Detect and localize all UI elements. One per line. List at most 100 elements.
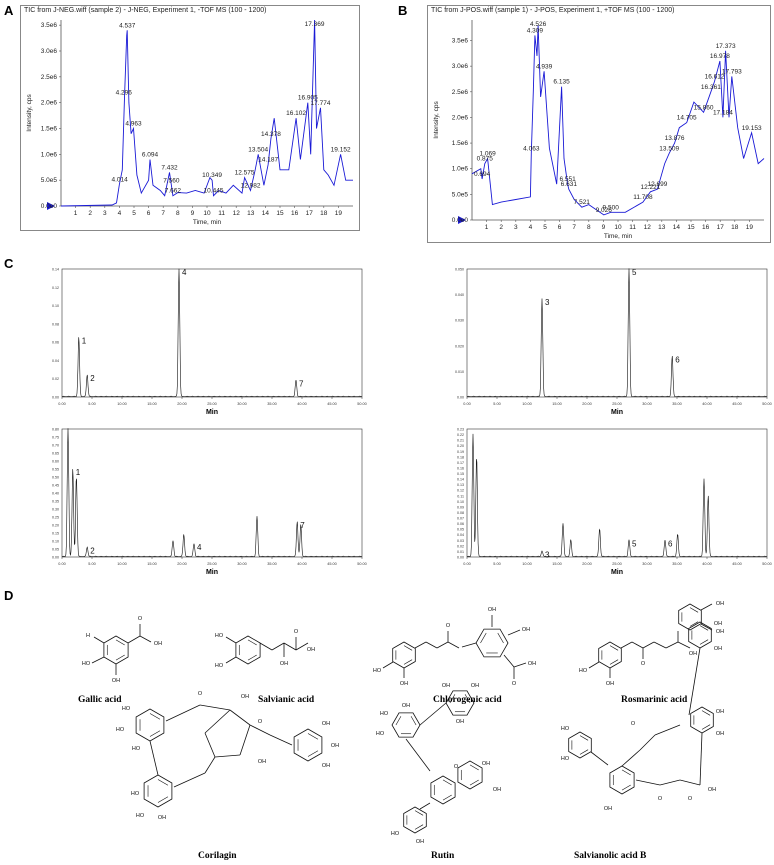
bond xyxy=(642,641,655,649)
x-tick-label: 9 xyxy=(191,210,195,217)
compound-name-salvianolic-acid-b: Salvianolic acid B xyxy=(574,851,647,861)
double-bond xyxy=(115,639,125,646)
x-tick-label: 30.00 xyxy=(642,562,652,566)
chromatogram-trace xyxy=(61,428,362,558)
x-tick-label: 14 xyxy=(673,224,681,231)
x-tick-label: 18 xyxy=(731,224,739,231)
double-bond xyxy=(307,750,319,757)
x-tick-label: 50.00 xyxy=(762,402,772,406)
double-bond xyxy=(701,724,711,730)
double-bond xyxy=(115,654,125,661)
peak-label: 16.905 xyxy=(298,95,318,102)
y-tick-label: 0.19 xyxy=(457,450,464,454)
atom-label: HO xyxy=(561,756,570,762)
atom-label: HO xyxy=(122,706,131,712)
atom-label: OH xyxy=(416,839,424,845)
panel-label-d: D xyxy=(4,588,14,603)
x-tick-label: 35.00 xyxy=(672,562,682,566)
rosmarinic-ring-2 xyxy=(678,603,702,631)
peak-label: 4.526 xyxy=(530,21,547,28)
bond xyxy=(503,654,515,668)
y-tick-label: 0.18 xyxy=(457,455,464,459)
bond xyxy=(173,772,206,788)
peak-label: 2 xyxy=(90,374,95,383)
bond xyxy=(165,704,201,722)
bond xyxy=(139,635,152,643)
atom-label: O xyxy=(641,661,646,667)
atom-label: H xyxy=(86,633,90,639)
x-tick-label: 6 xyxy=(558,224,562,231)
peak-label: 19.153 xyxy=(742,125,762,132)
atom-label: OH xyxy=(714,621,722,627)
x-tick-label: 15 xyxy=(276,210,284,217)
x-tick-label: 25.00 xyxy=(207,402,217,406)
y-tick-label: 0.010 xyxy=(455,370,464,374)
bond xyxy=(679,779,701,786)
atom-label: HO xyxy=(131,791,140,797)
x-tick-label: 7 xyxy=(572,224,576,231)
x-tick-label: 50.00 xyxy=(357,402,367,406)
y-tick-label: 1.0e6 xyxy=(452,166,469,173)
y-tick-label: 0.13 xyxy=(457,483,464,487)
atom-label: OH xyxy=(442,683,450,689)
peak-label: 4.537 xyxy=(119,22,136,29)
atom-label: HO xyxy=(373,668,382,674)
bond xyxy=(225,636,237,644)
peak-label: 17.373 xyxy=(716,43,736,50)
atom-label: HO xyxy=(579,668,588,674)
x-tick-label: 4 xyxy=(118,210,122,217)
atom-label: OH xyxy=(716,629,724,635)
x-tick-label: 45.00 xyxy=(327,402,337,406)
chromatogram-trace xyxy=(61,268,362,397)
double-bond xyxy=(609,645,619,651)
x-tick-label: 10.00 xyxy=(522,562,532,566)
bond xyxy=(414,641,427,649)
x-tick-label: 10.00 xyxy=(522,402,532,406)
x-tick-label: 16 xyxy=(291,210,299,217)
x-tick-label: 30.00 xyxy=(237,402,247,406)
y-tick-label: 0.05 xyxy=(52,548,59,552)
x-tick-label: 8 xyxy=(176,210,180,217)
double-bond xyxy=(403,659,413,665)
y-tick-label: 0.23 xyxy=(457,428,464,432)
chlorogenic-quinic-ring xyxy=(475,628,509,658)
bond xyxy=(204,709,231,734)
bond xyxy=(229,709,251,726)
atom-label: HO xyxy=(215,663,224,669)
x-tick-label: 5.00 xyxy=(493,402,500,406)
bond xyxy=(447,641,460,649)
compound-name-corilagin: Corilagin xyxy=(198,851,237,861)
double-bond xyxy=(609,659,619,665)
x-tick-label: 11 xyxy=(218,210,225,217)
x-tick-label: 35.00 xyxy=(267,562,277,566)
atom-label: OH xyxy=(241,694,249,700)
y-tick-label: 0.11 xyxy=(457,494,464,498)
y-tick-label: 0.20 xyxy=(52,524,59,528)
peak-label: 10.445 xyxy=(204,188,224,195)
y-tick-label: 0.30 xyxy=(52,508,59,512)
atom-label: O xyxy=(688,796,693,802)
peak-label: 19.152 xyxy=(331,146,351,153)
atom-label: OH xyxy=(708,787,716,793)
peak-label: 6 xyxy=(668,539,673,548)
y-tick-label: 0.030 xyxy=(455,319,464,323)
y-tick-label: 0.12 xyxy=(52,286,59,290)
atom-label: OH xyxy=(528,661,536,667)
y-tick-label: 3.5e6 xyxy=(452,38,469,45)
y-tick-label: 0.14 xyxy=(457,478,464,482)
atom-label: OH xyxy=(307,647,315,653)
peak-label: 7.521 xyxy=(574,199,591,206)
peak-label: 4.014 xyxy=(111,176,128,183)
x-axis-label: Time, min xyxy=(193,219,222,226)
plot-frame xyxy=(61,268,363,398)
atom-label: OH xyxy=(493,787,501,793)
bond xyxy=(149,740,159,776)
peak-label: 7 xyxy=(299,380,304,389)
atom-label: OH xyxy=(471,683,479,689)
plot-frame xyxy=(61,428,363,558)
double-bond xyxy=(414,810,424,816)
peak-label: 14.705 xyxy=(677,115,697,122)
y-tick-label: 0.04 xyxy=(52,359,59,363)
chart-title-b: TIC from J-POS.wiff (sample 1) - J-POS, … xyxy=(431,7,675,14)
bond xyxy=(419,802,431,810)
